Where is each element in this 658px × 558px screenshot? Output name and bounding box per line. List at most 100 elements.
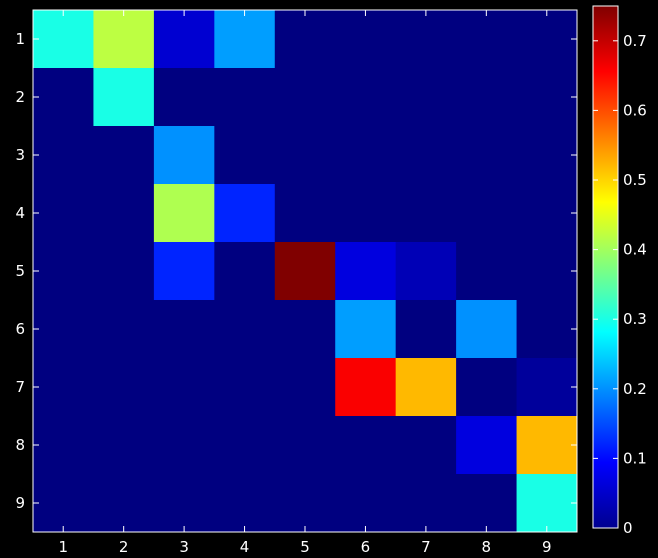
heatmap-cell	[395, 242, 457, 301]
y-tick-label: 5	[15, 262, 25, 280]
heatmap-cell	[516, 126, 578, 185]
heatmap-cell	[214, 242, 276, 301]
heatmap-cell	[153, 300, 215, 359]
heatmap-cell	[456, 300, 518, 359]
heatmap-cell	[516, 358, 578, 417]
heatmap-cell	[516, 242, 578, 301]
heatmap-cell	[93, 126, 155, 185]
heatmap-cell	[335, 126, 397, 185]
heatmap-cell	[214, 474, 276, 533]
y-tick-label: 7	[15, 378, 25, 396]
x-tick-label: 3	[179, 538, 189, 556]
heatmap-cells	[33, 10, 578, 533]
heatmap-cell	[153, 184, 215, 243]
heatmap-cell	[153, 68, 215, 127]
y-tick-label: 9	[15, 494, 25, 512]
heatmap-cell	[214, 358, 276, 417]
x-tick-label: 6	[361, 538, 371, 556]
x-tick-label: 7	[421, 538, 431, 556]
heatmap-cell	[274, 68, 336, 127]
heatmap-cell	[93, 358, 155, 417]
heatmap-cell	[93, 10, 155, 69]
heatmap-cell	[395, 358, 457, 417]
heatmap-cell	[456, 68, 518, 127]
heatmap-cell	[516, 416, 578, 475]
heatmap-cell	[153, 358, 215, 417]
heatmap-cell	[456, 416, 518, 475]
y-tick-label: 1	[15, 30, 25, 48]
heatmap-cell	[93, 416, 155, 475]
heatmap-cell	[395, 184, 457, 243]
heatmap-cell	[395, 416, 457, 475]
colorbar-tick-label: 0	[623, 519, 633, 537]
heatmap-cell	[214, 184, 276, 243]
heatmap-cell	[33, 416, 94, 475]
colorbar-tick-label: 0.6	[623, 101, 647, 119]
heatmap-cell	[274, 416, 336, 475]
colorbar-axis: 0 0.1 0.2 0.3 0.4 0.5 0.6 0.7	[593, 32, 647, 537]
x-tick-label: 8	[482, 538, 492, 556]
colorbar	[592, 5, 619, 529]
x-tick-label: 9	[542, 538, 552, 556]
heatmap-cell	[335, 184, 397, 243]
heatmap-cell	[214, 416, 276, 475]
heatmap-cell	[516, 300, 578, 359]
heatmap-cell	[456, 184, 518, 243]
heatmap-cell	[456, 126, 518, 185]
colorbar-tick-label: 0.3	[623, 310, 647, 328]
colorbar-tick-label: 0.4	[623, 241, 647, 259]
heatmap-cell	[456, 358, 518, 417]
heatmap-cell	[214, 68, 276, 127]
heatmap-cell	[153, 416, 215, 475]
heatmap-cell	[395, 126, 457, 185]
y-tick-label: 3	[15, 146, 25, 164]
heatmap-cell	[93, 68, 155, 127]
colorbar-tick-label: 0.5	[623, 171, 647, 189]
heatmap-cell	[395, 68, 457, 127]
heatmap-cell	[33, 300, 94, 359]
heatmap-cell	[93, 184, 155, 243]
heatmap-cell	[335, 416, 397, 475]
heatmap-cell	[153, 126, 215, 185]
heatmap-cell	[33, 242, 94, 301]
heatmap-cell	[274, 242, 336, 301]
heatmap-cell	[335, 474, 397, 533]
heatmap-cell	[274, 10, 336, 69]
heatmap-cell	[274, 300, 336, 359]
heatmap-cell	[214, 300, 276, 359]
x-axis: 1 2 3 4 5 6 7 8 9	[58, 10, 552, 556]
x-tick-label: 2	[119, 538, 129, 556]
heatmap-cell	[335, 10, 397, 69]
heatmap-cell	[516, 184, 578, 243]
x-tick-label: 5	[300, 538, 310, 556]
heatmap-cell	[335, 242, 397, 301]
y-tick-label: 2	[15, 88, 25, 106]
heatmap-cell	[93, 242, 155, 301]
x-tick-label: 4	[240, 538, 250, 556]
heatmap-cell	[274, 358, 336, 417]
heatmap-cell	[214, 10, 276, 69]
heatmap-cell	[93, 300, 155, 359]
colorbar-tick-label: 0.7	[623, 32, 647, 50]
heatmap-cell	[516, 10, 578, 69]
heatmap-cell	[395, 10, 457, 69]
heatmap-cell	[395, 474, 457, 533]
heatmap-cell	[456, 242, 518, 301]
x-tick-label: 1	[58, 538, 68, 556]
heatmap-cell	[335, 358, 397, 417]
heatmap-cell	[153, 242, 215, 301]
y-tick-label: 6	[15, 320, 25, 338]
heatmap-cell	[33, 68, 94, 127]
heatmap-cell	[335, 68, 397, 127]
heatmap-cell	[335, 300, 397, 359]
y-tick-label: 8	[15, 436, 25, 454]
heatmap-cell	[33, 474, 94, 533]
heatmap-cell	[516, 68, 578, 127]
heatmap-cell	[153, 474, 215, 533]
heatmap-cell	[33, 184, 94, 243]
heatmap-cell	[33, 358, 94, 417]
heatmap-cell	[395, 300, 457, 359]
heatmap-cell	[214, 126, 276, 185]
heatmap-cell	[456, 10, 518, 69]
